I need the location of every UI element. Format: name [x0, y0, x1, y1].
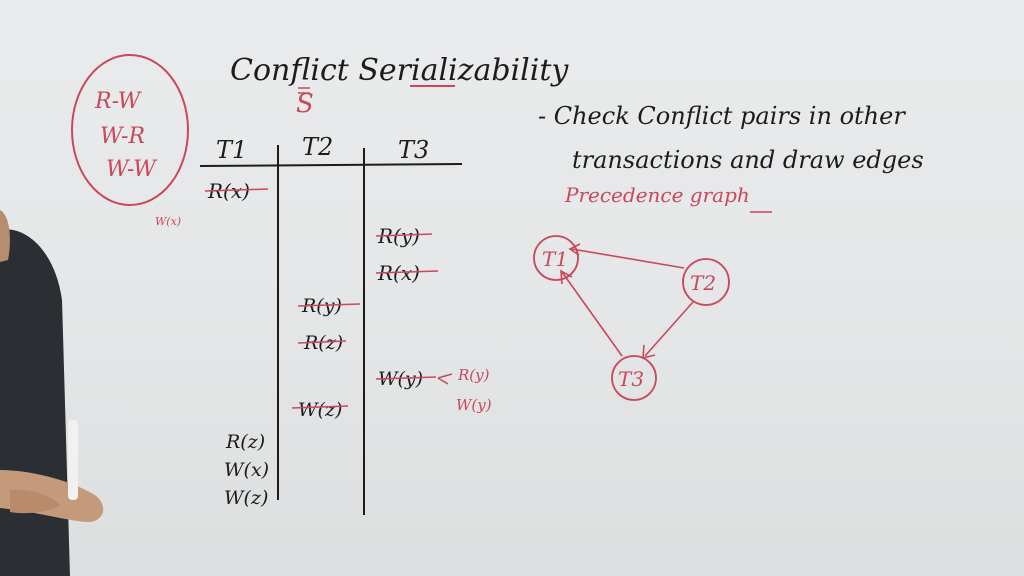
header-t3: T3 [398, 136, 429, 164]
schedule-label-marks [298, 87, 310, 94]
precedence-graph: T1 T2 T3 [533, 235, 730, 401]
edge-t2-t1 [571, 248, 685, 269]
schedule-table-lines [199, 145, 463, 515]
t3-op-rx-strike [375, 270, 439, 274]
presenter [0, 210, 104, 576]
arrow-note-ry: R(y) [457, 366, 490, 384]
instruction-line-1: - Check Conflict pairs in other [538, 102, 906, 130]
node-t3-label: T3 [618, 367, 644, 391]
t2-op-wz-strike [291, 405, 349, 409]
node-t2 [682, 258, 730, 306]
header-t1: T1 [216, 136, 247, 164]
node-t1 [533, 235, 579, 281]
edge-t2-t3 [644, 301, 694, 357]
t3-op-wy-strike [375, 376, 437, 380]
node-t1-label: T1 [542, 247, 568, 271]
conflict-type-rw: R-W [94, 89, 143, 114]
small-note: W(x) [155, 215, 181, 228]
t1-op-strike [204, 188, 269, 192]
instruction-line-2: transactions and draw edges [572, 146, 924, 174]
t1-op-rz: R(z) [225, 431, 265, 453]
t2-op-rz-strike [297, 340, 347, 344]
conflict-type-wr: W-R [100, 124, 145, 149]
graph-edges [560, 243, 694, 360]
t3-op-ry-strike [375, 233, 433, 237]
header-t2: T2 [302, 133, 333, 161]
conflict-types-oval [71, 54, 189, 206]
t2-op-rz: R(z) [303, 332, 343, 354]
arrow-note-wy: W(y) [456, 396, 492, 414]
node-t3 [611, 355, 657, 401]
t1-op-wx: W(x) [224, 459, 269, 481]
conflict-type-ww: W-W [106, 157, 158, 182]
t3-arrow [437, 373, 453, 385]
t2-op-ry: R(y) [301, 295, 342, 317]
node-t2-label: T2 [690, 271, 716, 295]
title: Conflict Serializability [230, 53, 569, 88]
t1-op-wz: W(z) [224, 487, 268, 509]
t3-op-wy: W(y) [378, 368, 423, 390]
t2-op-ry-strike [297, 303, 361, 307]
edge-t3-t1 [561, 271, 623, 357]
edge-t2-t1-head [568, 243, 581, 256]
schedule-label: S [296, 89, 314, 119]
t2-op-wz: W(z) [298, 399, 342, 421]
instruction-line-3: Precedence graph [564, 183, 750, 207]
